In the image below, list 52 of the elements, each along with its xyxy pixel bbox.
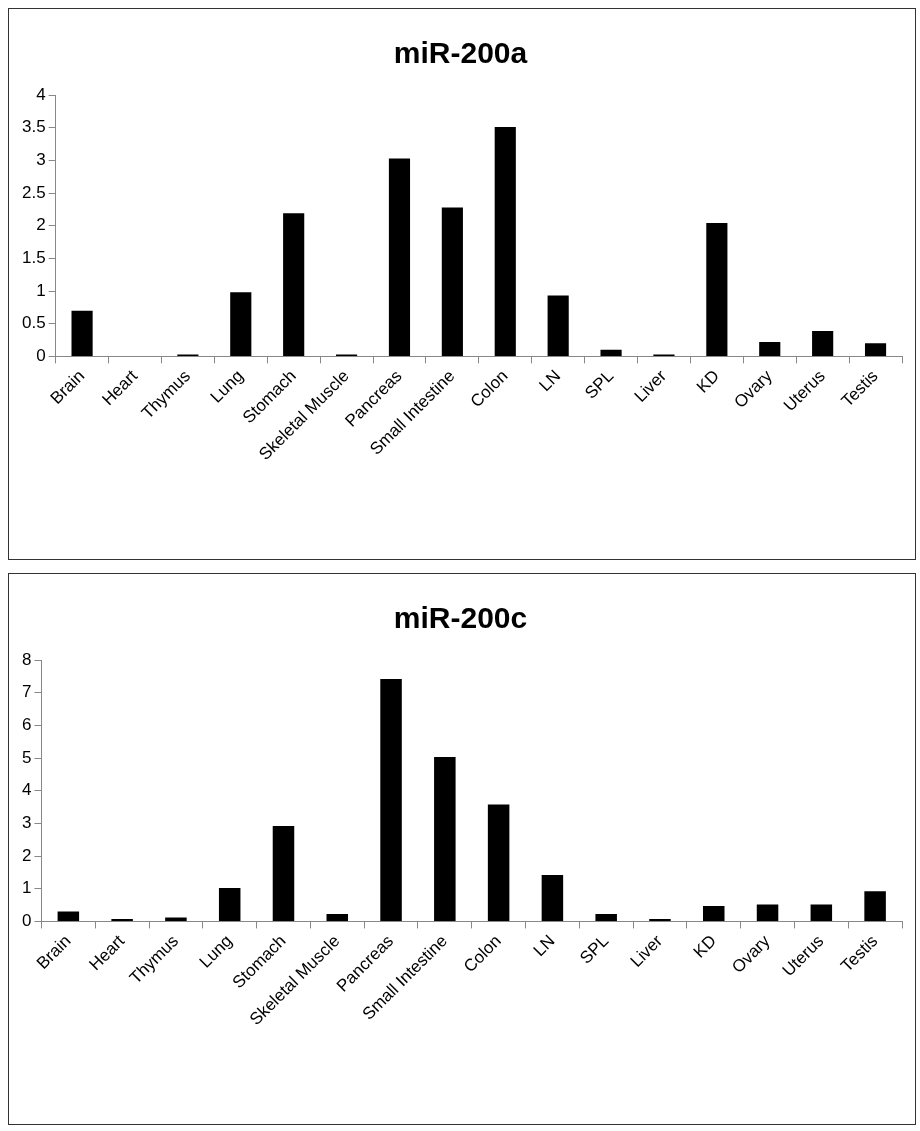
bar — [57, 911, 80, 921]
y-tick-label: 2 — [36, 215, 46, 235]
y-tick-label: 0 — [36, 346, 46, 366]
y-tick-label: 7 — [21, 682, 32, 702]
bar — [487, 804, 510, 921]
bar — [706, 223, 728, 356]
y-tick-label: 4 — [21, 780, 32, 800]
bar — [71, 310, 93, 356]
x-tick-label: SPL — [581, 366, 618, 403]
x-tick-label: LN — [529, 931, 559, 961]
bar — [703, 906, 725, 921]
bar — [218, 888, 241, 921]
bar — [272, 825, 295, 921]
y-tick-label: 1.5 — [21, 248, 46, 268]
y-tick-label: 2 — [21, 845, 32, 865]
y-tick-label: 3 — [21, 813, 32, 833]
y-tick-label: 4 — [36, 84, 46, 104]
chart-title: miR-200a — [393, 36, 528, 70]
y-tick-label: 6 — [21, 715, 32, 735]
y-tick-label: 3.5 — [21, 117, 46, 137]
bar — [441, 207, 463, 356]
bar — [864, 343, 887, 356]
bar — [283, 213, 305, 356]
bar — [494, 127, 516, 356]
bar — [756, 904, 779, 921]
bar — [864, 891, 886, 921]
y-tick-label: 1 — [21, 878, 32, 898]
y-tick-label: 8 — [21, 649, 32, 669]
y-tick-label: 3 — [36, 150, 46, 170]
bar — [595, 913, 617, 921]
chart-title: miR-200c — [393, 601, 528, 635]
bar — [541, 875, 564, 921]
x-tick-label: SPL — [576, 931, 613, 968]
y-tick-label: 5 — [21, 747, 32, 767]
y-tick-label: 1 — [36, 280, 46, 300]
bar — [380, 678, 402, 921]
x-tick-label: KD — [689, 931, 720, 962]
bar — [434, 757, 456, 921]
bar — [547, 295, 569, 356]
y-tick-label: 0 — [21, 911, 32, 931]
bar — [812, 330, 834, 356]
y-tick-label: 0.5 — [21, 313, 46, 333]
bar — [810, 904, 833, 921]
x-tick-label: KD — [692, 366, 723, 397]
bar — [388, 158, 411, 356]
bar — [759, 342, 781, 356]
y-tick-label: 2.5 — [21, 182, 46, 202]
bar — [326, 913, 349, 921]
bar — [165, 917, 187, 921]
bar — [230, 292, 252, 356]
bar — [600, 349, 622, 356]
x-tick-label: LN — [535, 366, 565, 396]
